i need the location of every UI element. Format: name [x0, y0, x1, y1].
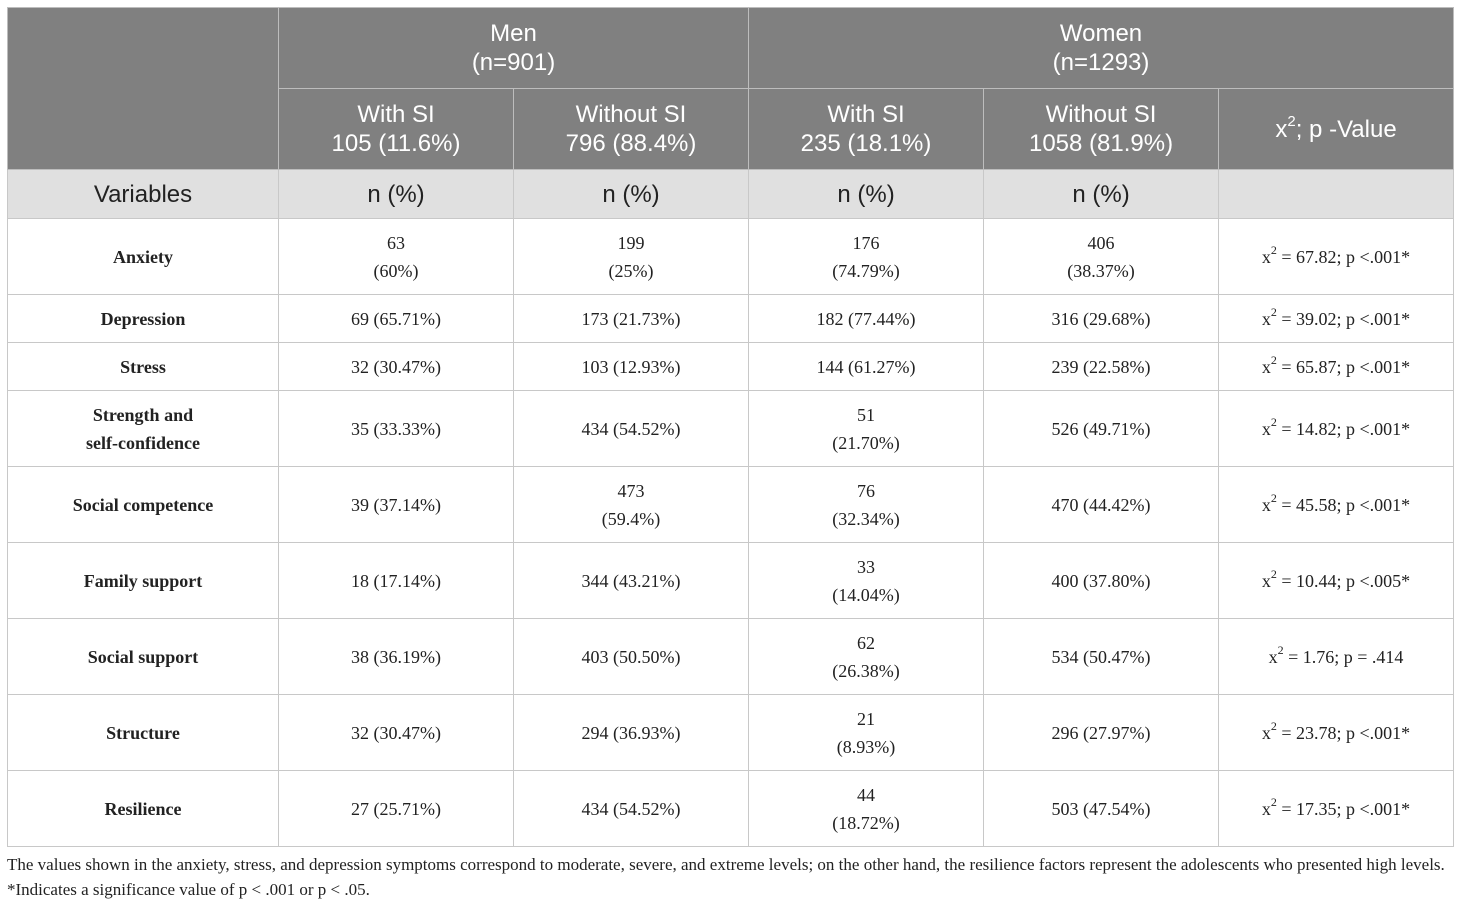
subgroup-label: With SI	[827, 101, 905, 128]
men-without-si-cell: 103 (12.93%)	[512, 342, 750, 391]
header-group-n: (n=901)	[471, 49, 556, 76]
women-without-si-cell: 316 (29.68%)	[983, 294, 1220, 343]
table-body: Anxiety 63 (60%) 199 (25%) 176 (74.79%) 406 (38.…	[7, 218, 1455, 847]
men-without-si-cell: 173 (21.73%)	[512, 294, 750, 343]
table-row: Social competence 39 (37.14%) 473 (59.4%) 76…	[7, 466, 1455, 543]
header-women-without-si: Without SI 1058 (81.9%)	[983, 88, 1220, 170]
men-with-si-cell: 32 (30.47%)	[278, 694, 514, 771]
men-with-si-cell: 38 (36.19%)	[278, 618, 514, 695]
women-without-si-cell: 400 (37.80%)	[983, 542, 1220, 619]
test-statistic-cell: x2 = 17.35; p <.001*	[1218, 770, 1455, 847]
women-with-si-cell: 182 (77.44%)	[748, 294, 985, 343]
test-statistic-cell: x2 = 67.82; p <.001*	[1218, 218, 1455, 295]
test-statistic-cell: x2 = 23.78; p <.001*	[1218, 694, 1455, 771]
table-row: Structure 32 (30.47%) 294 (36.93%) 21 (8.93%…	[7, 694, 1455, 771]
subgroup-label: With SI	[357, 101, 435, 128]
men-without-si-cell: 294 (36.93%)	[512, 694, 750, 771]
variable-label: Structure	[7, 694, 279, 771]
table-footnote: The values shown in the anxiety, stress,…	[7, 855, 1445, 899]
header-n-pct: n (%)	[512, 169, 750, 219]
header-women-with-si: With SI 235 (18.1%)	[748, 88, 985, 170]
test-statistic-cell: x2 = 14.82; p <.001*	[1218, 390, 1455, 467]
table-row: Stress 32 (30.47%) 103 (12.93%) 144 (61.27%…	[7, 342, 1455, 391]
header-group-title: Women	[1059, 20, 1143, 47]
women-without-si-cell: 503 (47.54%)	[983, 770, 1220, 847]
women-with-si-cell: 51 (21.70%)	[748, 390, 985, 467]
header-men-with-si: With SI 105 (11.6%)	[278, 88, 514, 170]
men-with-si-cell: 32 (30.47%)	[278, 342, 514, 391]
subgroup-count: 1058 (81.9%)	[1028, 130, 1174, 157]
subgroup-label: Without SI	[1045, 101, 1157, 128]
women-with-si-cell: 21 (8.93%)	[748, 694, 985, 771]
women-with-si-cell: 33 (14.04%)	[748, 542, 985, 619]
men-with-si-cell: 39 (37.14%)	[278, 466, 514, 543]
header-empty-cell	[1218, 169, 1455, 219]
results-table: Men (n=901) Women (n=1293) With SI 105 (…	[7, 7, 1455, 847]
men-without-si-cell: 434 (54.52%)	[512, 770, 750, 847]
variable-label: Depression	[7, 294, 279, 343]
variable-label: Stress	[7, 342, 279, 391]
table-row: Anxiety 63 (60%) 199 (25%) 176 (74.79%) 406 (38.…	[7, 218, 1455, 295]
women-without-si-cell: 239 (22.58%)	[983, 342, 1220, 391]
header-group-women: Women (n=1293)	[748, 7, 1455, 89]
men-without-si-cell: 344 (43.21%)	[512, 542, 750, 619]
header-test-column: x2; p -Value	[1218, 88, 1455, 170]
table-row: Social support 38 (36.19%) 403 (50.50%) 62(…	[7, 618, 1455, 695]
header-group-men: Men (n=901)	[277, 7, 750, 89]
subgroup-count: 105 (11.6%)	[331, 130, 461, 157]
women-without-si-cell: 470 (44.42%)	[983, 466, 1220, 543]
results-table-container: Men (n=901) Women (n=1293) With SI 105 (…	[7, 7, 1455, 847]
table-row: Family support 18 (17.14%) 344 (43.21%) 33(…	[7, 542, 1455, 619]
header-variables: Variables	[7, 169, 279, 219]
women-without-si-cell: 296 (27.97%)	[983, 694, 1220, 771]
variable-label: Family support	[7, 542, 279, 619]
header-n-pct: n (%)	[983, 169, 1220, 219]
men-without-si-cell: 434 (54.52%)	[512, 390, 750, 467]
subgroup-count: 796 (88.4%)	[565, 130, 697, 157]
table-row: Depression 69 (65.71%) 173 (21.73%) 182 (77…	[7, 294, 1455, 343]
test-statistic-cell: x2 = 10.44; p <.005*	[1218, 542, 1455, 619]
table-row: Resilience 27 (25.71%) 434 (54.52%) 44 (18.7…	[7, 770, 1455, 847]
variable-label: Strength and self-confidence	[7, 390, 279, 467]
variable-label: Resilience	[7, 770, 279, 847]
men-with-si-cell: 18 (17.14%)	[278, 542, 514, 619]
test-statistic-cell: x2 = 65.87; p <.001*	[1218, 342, 1455, 391]
header-group-n: (n=1293)	[1052, 49, 1150, 76]
header-group-title: Men	[490, 20, 537, 47]
variable-label: Social support	[7, 618, 279, 695]
header-empty-cell	[7, 7, 279, 170]
men-without-si-cell: 473 (59.4%)	[512, 466, 750, 543]
variable-label: Social competence	[7, 466, 279, 543]
women-with-si-cell: 144 (61.27%)	[748, 342, 985, 391]
men-without-si-cell: 199 (25%)	[512, 218, 750, 295]
women-without-si-cell: 526 (49.71%)	[983, 390, 1220, 467]
men-with-si-cell: 63 (60%)	[278, 218, 514, 295]
header-men-without-si: Without SI 796 (88.4%)	[512, 88, 750, 170]
men-with-si-cell: 35 (33.33%)	[278, 390, 514, 467]
women-with-si-cell: 176 (74.79%)	[748, 218, 985, 295]
subgroup-label: Without SI	[575, 101, 687, 128]
subgroup-count: 235 (18.1%)	[800, 130, 932, 157]
women-with-si-cell: 76 (32.34%)	[748, 466, 985, 543]
test-statistic-cell: x2 = 39.02; p <.001*	[1218, 294, 1455, 343]
header-n-pct: n (%)	[748, 169, 985, 219]
test-statistic-cell: x2 = 45.58; p <.001*	[1218, 466, 1455, 543]
variable-label: Anxiety	[7, 218, 279, 295]
women-without-si-cell: 534 (50.47%)	[983, 618, 1220, 695]
women-with-si-cell: 62 (26.38%)	[748, 618, 985, 695]
header-n-pct: n (%)	[278, 169, 514, 219]
men-with-si-cell: 27 (25.71%)	[278, 770, 514, 847]
test-statistic-cell: x2 = 1.76; p = .414	[1218, 618, 1455, 695]
men-without-si-cell: 403 (50.50%)	[512, 618, 750, 695]
women-without-si-cell: 406 (38.37%)	[983, 218, 1220, 295]
women-with-si-cell: 44 (18.72%)	[748, 770, 985, 847]
men-with-si-cell: 69 (65.71%)	[278, 294, 514, 343]
table-row: Strength and self-confidence 35 (33.33%) 43…	[7, 390, 1455, 467]
